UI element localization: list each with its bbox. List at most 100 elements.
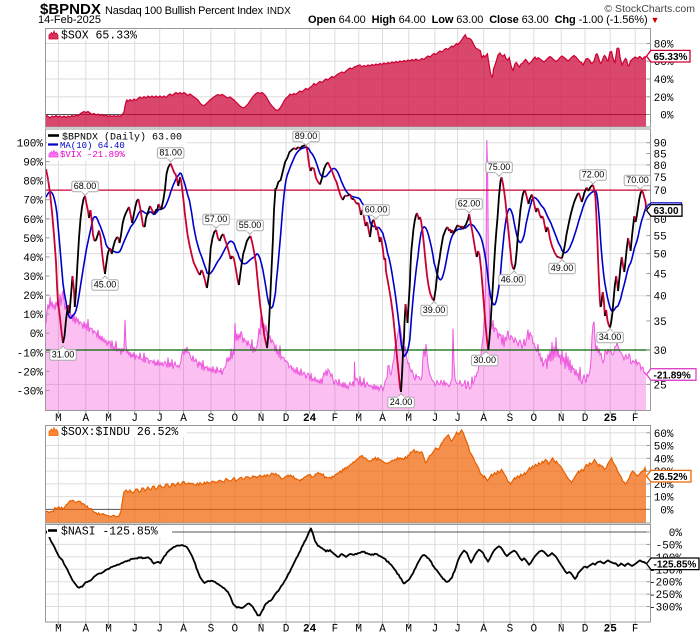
svg-text:31.00: 31.00 xyxy=(52,350,75,360)
svg-text:M: M xyxy=(405,624,412,636)
svg-text:M: M xyxy=(105,624,112,636)
svg-text:45.00: 45.00 xyxy=(94,280,117,290)
svg-text:M: M xyxy=(355,413,362,425)
svg-text:25: 25 xyxy=(604,413,618,425)
svg-text:60: 60 xyxy=(654,215,667,227)
svg-text:81.00: 81.00 xyxy=(159,148,182,158)
svg-text:50%: 50% xyxy=(654,442,674,454)
svg-text:F: F xyxy=(632,413,639,425)
svg-text:-200%: -200% xyxy=(649,578,682,590)
svg-text:40: 40 xyxy=(654,292,667,304)
svg-text:90: 90 xyxy=(654,139,667,151)
svg-text:M: M xyxy=(355,624,362,636)
svg-text:O: O xyxy=(231,624,238,636)
svg-text:N: N xyxy=(558,413,565,425)
svg-text:40%: 40% xyxy=(654,75,674,87)
svg-text:J: J xyxy=(131,624,138,636)
svg-text:100%: 100% xyxy=(17,139,44,151)
svg-text:46.00: 46.00 xyxy=(501,275,524,285)
svg-text:25: 25 xyxy=(654,380,667,392)
svg-text:85: 85 xyxy=(654,150,667,162)
svg-text:-300%: -300% xyxy=(649,603,682,615)
svg-text:F: F xyxy=(332,413,339,425)
svg-text:30.00: 30.00 xyxy=(473,355,496,365)
svg-text:O: O xyxy=(231,413,238,425)
svg-text:62.00: 62.00 xyxy=(458,199,481,209)
svg-text:A: A xyxy=(379,624,386,636)
svg-text:34.00: 34.00 xyxy=(599,332,622,342)
svg-text:J: J xyxy=(131,413,138,425)
svg-text:0%: 0% xyxy=(660,111,674,123)
svg-text:60%: 60% xyxy=(23,215,43,227)
svg-text:A: A xyxy=(180,624,187,636)
svg-text:A: A xyxy=(82,413,89,425)
svg-text:-10%: -10% xyxy=(17,348,44,360)
svg-text:D: D xyxy=(283,413,290,425)
svg-text:30%: 30% xyxy=(23,272,43,284)
svg-text:65.33%: 65.33% xyxy=(654,52,688,63)
svg-text:D: D xyxy=(283,624,290,636)
svg-text:20%: 20% xyxy=(654,480,674,492)
svg-text:40%: 40% xyxy=(654,454,674,466)
svg-text:50%: 50% xyxy=(23,234,43,246)
svg-text:A: A xyxy=(480,624,487,636)
svg-text:-125.85%: -125.85% xyxy=(654,560,697,571)
svg-text:70.00: 70.00 xyxy=(626,175,649,185)
svg-text:S: S xyxy=(507,413,514,425)
svg-text:-250%: -250% xyxy=(649,590,682,602)
svg-text:55: 55 xyxy=(654,232,667,244)
svg-text:N: N xyxy=(558,624,565,636)
svg-text:S: S xyxy=(208,413,215,425)
svg-text:55.00: 55.00 xyxy=(239,220,262,230)
svg-text:26.52%: 26.52% xyxy=(654,472,688,483)
svg-text:S: S xyxy=(507,624,514,636)
svg-text:D: D xyxy=(582,624,589,636)
svg-text:89.00: 89.00 xyxy=(295,131,318,141)
svg-text:A: A xyxy=(480,413,487,425)
svg-text:0%: 0% xyxy=(669,528,683,540)
svg-text:J: J xyxy=(432,624,439,636)
svg-text:24: 24 xyxy=(303,624,317,636)
svg-text:D: D xyxy=(582,413,589,425)
svg-text:J: J xyxy=(156,413,163,425)
svg-text:-20%: -20% xyxy=(17,367,44,379)
svg-text:O: O xyxy=(530,624,537,636)
svg-text:$SOX 65.33%: $SOX 65.33% xyxy=(61,30,137,43)
svg-text:49.00: 49.00 xyxy=(551,263,574,273)
svg-text:45: 45 xyxy=(654,270,667,282)
svg-text:J: J xyxy=(454,624,461,636)
svg-text:F: F xyxy=(332,624,339,636)
svg-text:$BPNDX (Daily) 63.00: $BPNDX (Daily) 63.00 xyxy=(62,132,182,144)
svg-text:$NASI -125.85%: $NASI -125.85% xyxy=(61,526,158,539)
svg-text:20%: 20% xyxy=(654,93,674,105)
svg-text:50: 50 xyxy=(654,250,667,262)
svg-text:$SOX:$INDU 26.52%: $SOX:$INDU 26.52% xyxy=(61,426,178,439)
svg-text:72.00: 72.00 xyxy=(582,170,605,180)
svg-text:A: A xyxy=(379,413,386,425)
svg-text:O: O xyxy=(530,413,537,425)
svg-text:24.00: 24.00 xyxy=(390,397,413,407)
svg-text:80%: 80% xyxy=(23,177,43,189)
svg-text:57.00: 57.00 xyxy=(205,214,228,224)
svg-text:0%: 0% xyxy=(660,505,674,517)
svg-text:MA(10) 64.40: MA(10) 64.40 xyxy=(60,141,125,151)
svg-text:20%: 20% xyxy=(23,291,43,303)
svg-text:J: J xyxy=(432,413,439,425)
svg-text:M: M xyxy=(105,413,112,425)
svg-text:40%: 40% xyxy=(23,253,43,265)
svg-text:75: 75 xyxy=(654,173,667,185)
svg-text:80: 80 xyxy=(654,161,667,173)
svg-text:75.00: 75.00 xyxy=(488,162,511,172)
svg-text:M: M xyxy=(405,413,412,425)
svg-text:35: 35 xyxy=(654,317,667,329)
svg-text:60.00: 60.00 xyxy=(365,205,388,215)
svg-text:S: S xyxy=(208,624,215,636)
svg-text:68.00: 68.00 xyxy=(74,181,97,191)
svg-text:70: 70 xyxy=(654,186,667,198)
svg-text:63.00: 63.00 xyxy=(654,206,679,217)
svg-text:J: J xyxy=(156,624,163,636)
svg-text:N: N xyxy=(258,624,265,636)
svg-text:-30%: -30% xyxy=(17,386,44,398)
svg-text:-50%: -50% xyxy=(656,540,683,552)
svg-text:90%: 90% xyxy=(23,158,43,170)
